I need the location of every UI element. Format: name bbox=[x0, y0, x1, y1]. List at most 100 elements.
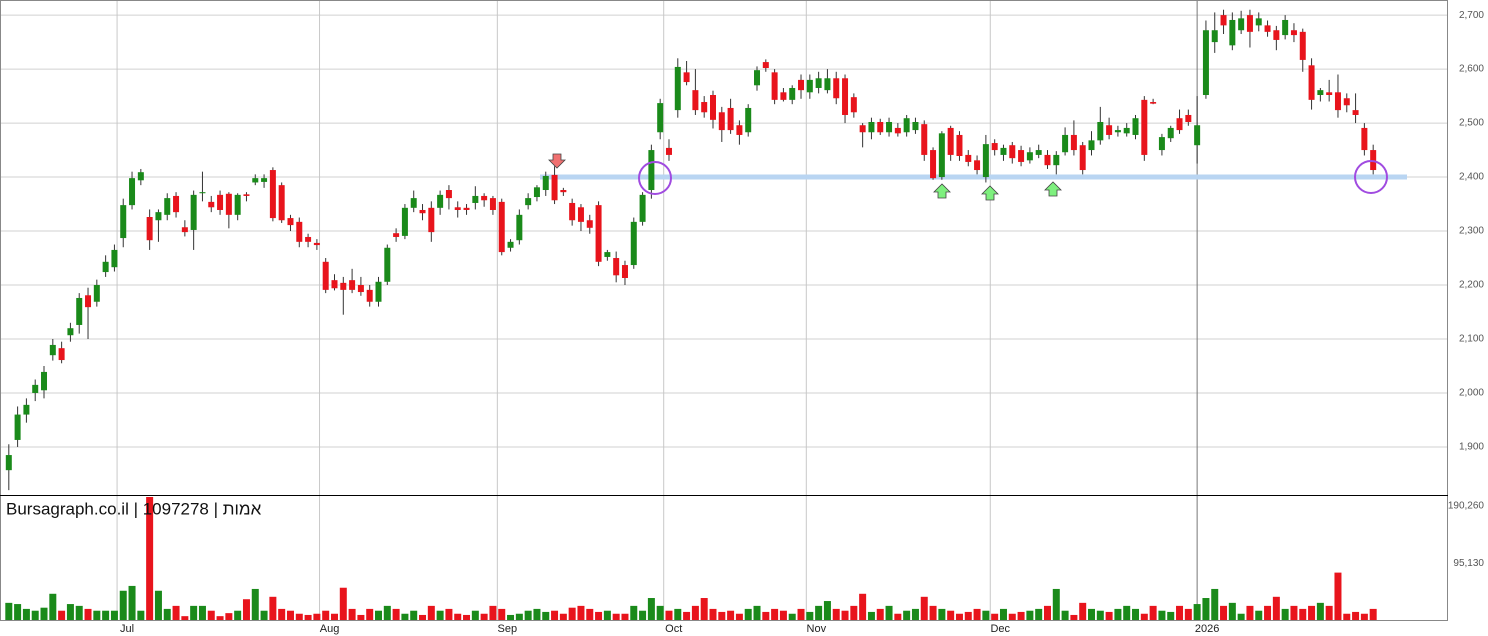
volume-bar bbox=[586, 608, 594, 621]
volume-bar bbox=[762, 611, 770, 621]
candle-body bbox=[428, 207, 435, 233]
volume-bar bbox=[639, 610, 647, 621]
y-tick-label: 1,900 bbox=[1459, 442, 1484, 453]
candle-body bbox=[1070, 134, 1077, 151]
volume-bar bbox=[1184, 608, 1192, 621]
candle-body bbox=[1194, 125, 1201, 146]
candle-body bbox=[525, 198, 532, 206]
highlight-circle bbox=[1354, 160, 1388, 194]
volume-bar bbox=[674, 608, 682, 621]
volume-bar bbox=[1299, 608, 1307, 621]
volume-bar bbox=[313, 613, 321, 621]
volume-bar bbox=[515, 613, 523, 621]
candle-body bbox=[709, 95, 716, 120]
candle-body bbox=[1282, 19, 1289, 36]
candle-body bbox=[269, 170, 276, 219]
candle-body bbox=[357, 285, 364, 293]
candle-body bbox=[278, 185, 285, 221]
candle-body bbox=[903, 118, 910, 133]
volume-bar bbox=[366, 608, 374, 621]
volume-bar bbox=[436, 610, 444, 621]
volume-bar bbox=[278, 608, 286, 621]
candle-body bbox=[1202, 30, 1209, 96]
candle-body bbox=[1229, 19, 1236, 46]
candle-body bbox=[859, 125, 866, 133]
candle-body bbox=[1264, 25, 1271, 32]
candle-body bbox=[384, 247, 391, 282]
volume-bar bbox=[735, 613, 743, 621]
volume-bar bbox=[1149, 605, 1157, 621]
candle-body bbox=[155, 212, 162, 221]
candle-body bbox=[1352, 110, 1359, 115]
volume-bar bbox=[1123, 605, 1131, 621]
candle-body bbox=[1370, 150, 1377, 171]
volume-bar bbox=[1290, 605, 1298, 621]
candle-body bbox=[261, 178, 268, 182]
volume-bar bbox=[894, 613, 902, 621]
candle-body bbox=[824, 78, 831, 91]
volume-bar bbox=[234, 610, 242, 621]
volume-bar bbox=[1220, 605, 1228, 621]
candle-body bbox=[252, 178, 259, 183]
candle-body bbox=[1026, 152, 1033, 161]
volume-bar bbox=[700, 598, 708, 621]
candle-body bbox=[445, 190, 452, 199]
candle-body bbox=[745, 107, 752, 133]
candle-body bbox=[393, 233, 400, 237]
y-tick-label: 2,000 bbox=[1459, 388, 1484, 399]
volume-bar bbox=[876, 608, 884, 621]
up-arrow bbox=[981, 185, 999, 201]
candle-body bbox=[85, 295, 92, 308]
volume-bar bbox=[454, 613, 462, 621]
volume-bar bbox=[691, 605, 699, 621]
volume-bar bbox=[102, 610, 110, 621]
volume-bar bbox=[982, 610, 990, 621]
candle-body bbox=[217, 194, 224, 210]
candle-body bbox=[1246, 15, 1253, 32]
volume-bar bbox=[832, 608, 840, 621]
volume-bar bbox=[75, 605, 83, 621]
volume-bar bbox=[507, 614, 515, 621]
volume-bar bbox=[348, 608, 356, 621]
candle-body bbox=[120, 205, 127, 239]
candle-body bbox=[701, 102, 708, 113]
volume-bar bbox=[154, 590, 162, 621]
volume-bar bbox=[181, 616, 189, 621]
volume-bar bbox=[427, 605, 435, 621]
candle-body bbox=[533, 187, 540, 198]
candle-body bbox=[1273, 30, 1280, 40]
volume-bar bbox=[49, 593, 57, 621]
candle-body bbox=[577, 207, 584, 222]
candle-body bbox=[921, 124, 928, 155]
volume-bar bbox=[119, 590, 127, 621]
candle-body bbox=[93, 285, 100, 302]
candle-body bbox=[613, 258, 620, 276]
candle-body bbox=[1150, 102, 1157, 104]
candle-body bbox=[489, 198, 496, 210]
volume-bar bbox=[172, 605, 180, 621]
volume-bar bbox=[242, 599, 250, 621]
volume-bar bbox=[630, 605, 638, 621]
up-arrow bbox=[933, 183, 951, 199]
volume-tick-label: 95,130 bbox=[1453, 558, 1484, 569]
volume-bar bbox=[815, 605, 823, 621]
volume-bar bbox=[1167, 611, 1175, 621]
candle-body bbox=[1255, 18, 1262, 26]
volume-bar bbox=[498, 608, 506, 621]
volume-bar bbox=[656, 605, 664, 621]
candle-body bbox=[842, 78, 849, 115]
volume-bar bbox=[1308, 605, 1316, 621]
candle-body bbox=[32, 384, 39, 393]
volume-bar bbox=[683, 611, 691, 621]
volume-bar bbox=[1035, 608, 1043, 621]
volume-bar bbox=[471, 610, 479, 621]
volume-bar bbox=[1255, 610, 1263, 621]
candle-body bbox=[507, 241, 514, 248]
candle-body bbox=[1018, 150, 1025, 162]
candle-body bbox=[604, 252, 611, 257]
volume-bar bbox=[1228, 602, 1236, 621]
volume-bar bbox=[542, 611, 550, 621]
candle-body bbox=[560, 190, 567, 193]
candle-body bbox=[718, 112, 725, 131]
